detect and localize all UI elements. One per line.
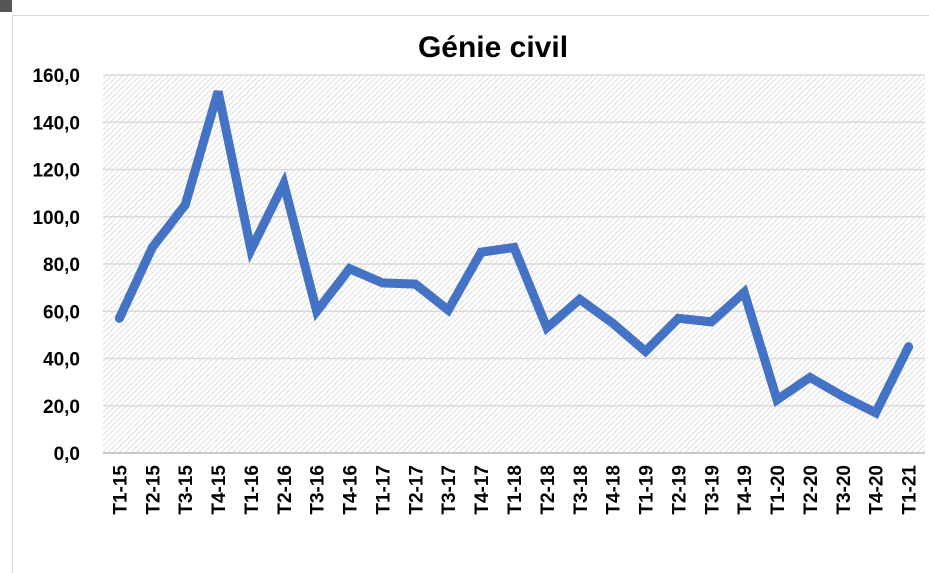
y-tick-label: 140,0 [32,113,80,134]
x-tick-label: T2-15 [143,465,164,515]
x-tick-label: T1-19 [637,465,658,515]
x-tick-label: T3-17 [439,465,460,515]
chart-frame [12,15,929,573]
x-tick-label: T4-20 [867,465,888,515]
chart-title: Génie civil [418,31,568,64]
y-tick-label: 80,0 [43,255,80,276]
x-tick-label: T2-19 [669,465,690,515]
corner-mark [0,0,12,12]
data-line [114,90,914,419]
x-tick-label: T3-19 [702,465,723,515]
y-tick-label: 120,0 [32,161,80,182]
y-tick-label: 100,0 [32,208,80,229]
x-tick-label: T2-17 [406,465,427,515]
x-tick-label: T3-20 [834,465,855,515]
x-tick-label: T4-19 [735,465,756,515]
x-tick-label: T1-15 [110,465,131,515]
y-tick-label: 0,0 [54,444,80,465]
x-tick-label: T2-18 [538,465,559,515]
x-tick-label: T1-18 [505,465,526,515]
y-tick-label: 40,0 [43,350,80,371]
x-tick-label: T3-16 [308,465,329,515]
x-tick-label: T3-18 [571,465,592,515]
y-tick-label: 20,0 [43,397,80,418]
x-tick-label: T4-15 [209,465,230,515]
x-tick-label: T1-17 [373,465,394,515]
x-tick-label: T1-20 [768,465,789,515]
x-tick-label: T3-15 [176,465,197,515]
x-tick-label: T4-17 [472,465,493,515]
y-tick-label: 60,0 [43,302,80,323]
x-tick-label: T1-16 [242,465,263,515]
x-tick-label: T2-16 [275,465,296,515]
x-tick-label: T2-20 [801,465,822,515]
x-tick-label: T4-18 [604,465,625,515]
x-tick-label: T1-21 [900,465,921,515]
y-tick-label: 160,0 [32,66,80,87]
x-tick-label: T4-16 [341,465,362,515]
